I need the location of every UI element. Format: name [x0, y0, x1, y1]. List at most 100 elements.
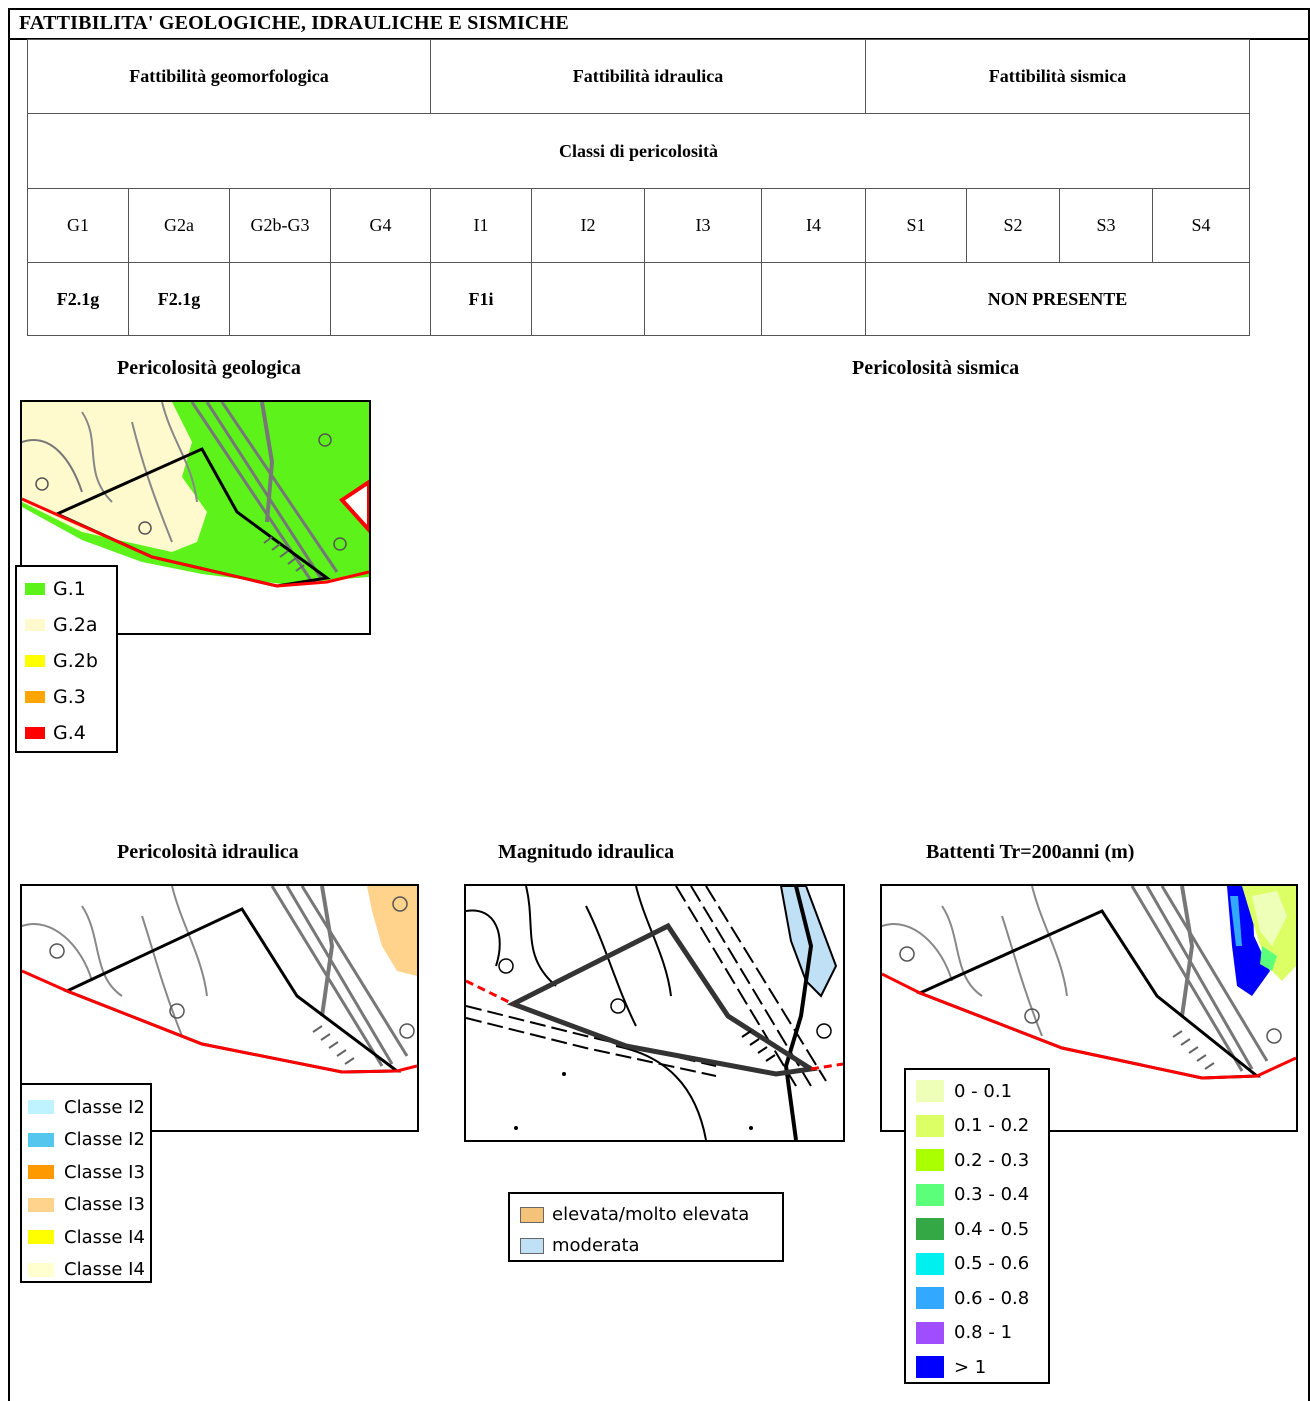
- swatch-b8: [916, 1356, 944, 1379]
- swatch-classe-i3-b: [28, 1197, 54, 1212]
- legend-item-classe-i2-b: Classe I2: [28, 1124, 150, 1157]
- legend-label: 0.8 - 1: [954, 1322, 1013, 1344]
- legend-item-b3: 0.3 - 0.4: [916, 1178, 1048, 1213]
- feasibility-table: Fattibilità geomorfologica Fattibilità i…: [26, 39, 1251, 336]
- swatch-b5: [916, 1252, 944, 1275]
- swatch-classe-i2-a: [28, 1100, 54, 1115]
- legend-geologica: G.1 G.2a G.2b G.3 G.4: [15, 565, 118, 753]
- swatch-classe-i3-a: [28, 1165, 54, 1180]
- map-magnitudo-idraulica: [464, 884, 845, 1142]
- legend-item-b4: 0.4 - 0.5: [916, 1212, 1048, 1247]
- header-sismica: Fattibilità sismica: [865, 39, 1251, 114]
- legend-item-b5: 0.5 - 0.6: [916, 1247, 1048, 1282]
- map-battenti-drawing: [882, 886, 1296, 1080]
- header-geomorfologica: Fattibilità geomorfologica: [26, 39, 432, 114]
- legend-label: moderata: [552, 1235, 640, 1256]
- legend-item-classe-i2-a: Classe I2: [28, 1091, 150, 1124]
- swatch-b6: [916, 1287, 944, 1310]
- title-magnitudo-idraulica: Magnitudo idraulica: [498, 841, 675, 863]
- swatch-classe-i4-a: [28, 1230, 54, 1245]
- legend-item-b8: > 1: [916, 1350, 1048, 1385]
- legend-label: 0.6 - 0.8: [954, 1287, 1030, 1309]
- legend-item-b2: 0.2 - 0.3: [916, 1143, 1048, 1178]
- legend-idraulica: Classe I2 Classe I2 Classe I3 Classe I3 …: [20, 1083, 152, 1283]
- value-g2a: F2.1g: [128, 262, 230, 336]
- legend-label: 0.2 - 0.3: [954, 1149, 1030, 1171]
- legend-item-b7: 0.8 - 1: [916, 1316, 1048, 1351]
- header-idraulica: Fattibilità idraulica: [430, 39, 867, 114]
- legend-label: 0.4 - 0.5: [954, 1218, 1030, 1240]
- legend-label: 0.5 - 0.6: [954, 1253, 1030, 1275]
- class-i3: I3: [644, 188, 763, 263]
- swatch-g4: [25, 727, 45, 739]
- class-g1: G1: [27, 188, 129, 263]
- legend-item-b0: 0 - 0.1: [916, 1074, 1048, 1109]
- swatch-b1: [916, 1114, 944, 1137]
- swatch-b4: [916, 1218, 944, 1241]
- value-i3: [644, 262, 763, 336]
- legend-item-b6: 0.6 - 0.8: [916, 1281, 1048, 1316]
- title-pericolosita-idraulica: Pericolosità idraulica: [117, 841, 299, 863]
- class-g4: G4: [329, 188, 432, 263]
- class-i1: I1: [430, 188, 533, 263]
- value-g1: F2.1g: [27, 262, 129, 336]
- class-i4: I4: [761, 188, 867, 263]
- swatch-g1: [25, 583, 45, 595]
- title-pericolosita-geologica: Pericolosità geologica: [117, 357, 301, 379]
- class-s4: S4: [1152, 188, 1251, 263]
- swatch-elevata: [520, 1206, 544, 1223]
- value-g4: [329, 262, 432, 336]
- title-battenti: Battenti Tr=200anni (m): [926, 841, 1135, 863]
- legend-item-classe-i3-a: Classe I3: [28, 1156, 150, 1189]
- legend-item-classe-i3-b: Classe I3: [28, 1189, 150, 1222]
- swatch-g3: [25, 691, 45, 703]
- map-idraulica-drawing: [22, 886, 417, 1074]
- value-g2b-g3: [229, 262, 331, 336]
- legend-item-classe-i4-a: Classe I4: [28, 1221, 150, 1254]
- legend-label: Classe I4: [64, 1226, 145, 1248]
- swatch-moderata: [520, 1237, 544, 1254]
- legend-item-g1: G.1: [25, 571, 116, 607]
- swatch-classe-i4-b: [28, 1262, 54, 1277]
- page-title: FATTIBILITA' GEOLOGICHE, IDRAULICHE E SI…: [19, 12, 569, 34]
- legend-label: Classe I3: [64, 1194, 145, 1216]
- legend-item-g3: G.3: [25, 679, 116, 715]
- value-sismica: NON PRESENTE: [865, 262, 1251, 336]
- legend-label: G.3: [53, 686, 86, 708]
- title-pericolosita-sismica: Pericolosità sismica: [852, 357, 1020, 379]
- legend-label: G.1: [53, 578, 86, 600]
- legend-label: elevata/molto elevata: [552, 1204, 750, 1225]
- legend-item-g2b: G.2b: [25, 643, 116, 679]
- legend-label: Classe I4: [64, 1259, 145, 1281]
- legend-item-g4: G.4: [25, 715, 116, 751]
- legend-label: Classe I2: [64, 1096, 145, 1118]
- legend-item-moderata: moderata: [520, 1230, 782, 1261]
- swatch-b2: [916, 1149, 944, 1172]
- class-i2: I2: [531, 188, 646, 263]
- swatch-g2b: [25, 655, 45, 667]
- legend-label: 0.1 - 0.2: [954, 1115, 1030, 1137]
- class-s2: S2: [966, 188, 1061, 263]
- legend-label: 0 - 0.1: [954, 1080, 1013, 1102]
- classes-title: Classi di pericolosità: [26, 113, 1251, 189]
- swatch-b3: [916, 1183, 944, 1206]
- legend-item-b1: 0.1 - 0.2: [916, 1109, 1048, 1144]
- legend-label: G.2a: [53, 614, 98, 636]
- legend-label: Classe I3: [64, 1161, 145, 1183]
- value-i2: [531, 262, 646, 336]
- legend-label: G.4: [53, 722, 86, 744]
- legend-item-classe-i4-b: Classe I4: [28, 1254, 150, 1287]
- legend-magnitudo: elevata/molto elevata moderata: [508, 1192, 784, 1262]
- legend-item-elevata: elevata/molto elevata: [520, 1199, 782, 1230]
- legend-label: > 1: [954, 1356, 987, 1378]
- map-magnitudo-drawing: [466, 886, 843, 1140]
- legend-item-g2a: G.2a: [25, 607, 116, 643]
- swatch-b7: [916, 1321, 944, 1344]
- page-frame: [8, 8, 1310, 1401]
- value-i4: [761, 262, 867, 336]
- swatch-g2a: [25, 619, 45, 631]
- legend-label: G.2b: [53, 650, 98, 672]
- class-g2b-g3: G2b-G3: [229, 188, 331, 263]
- swatch-classe-i2-b: [28, 1132, 54, 1147]
- legend-label: 0.3 - 0.4: [954, 1184, 1030, 1206]
